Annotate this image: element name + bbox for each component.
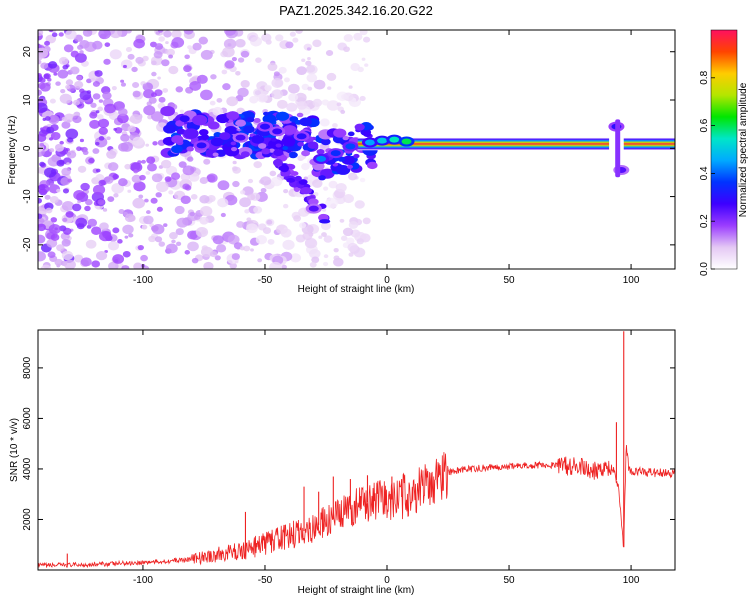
spectrogram-feature	[305, 203, 322, 214]
colorbar-tick-label: 0.4	[699, 166, 710, 180]
tone-line-segment	[623, 137, 675, 151]
x-tick-label: -100	[133, 275, 153, 286]
spectrogram-feature	[398, 136, 415, 147]
x-tick-label: 50	[503, 575, 515, 586]
y-tick-label: 10	[22, 94, 33, 106]
colorbar: 0.0 0.2 0.4 0.6 0.8 Normalized spectral ampl…	[699, 29, 749, 276]
spectrogram-feature	[232, 132, 249, 143]
y-tick-label: 20	[22, 46, 33, 58]
snr-frame	[37, 329, 676, 571]
spectrogram-feature	[269, 126, 286, 137]
y-tick-label: -20	[22, 237, 33, 252]
colorbar-frame	[710, 29, 738, 270]
y-tick-label: -10	[22, 189, 33, 204]
spectrogram-feature	[193, 140, 210, 151]
x-tick-label: 0	[384, 275, 390, 286]
snr-plot-area	[38, 330, 675, 570]
spectrogram-feature	[342, 141, 359, 152]
x-tick-label: -100	[133, 575, 153, 586]
spectrogram-feature	[386, 134, 403, 145]
colorbar-tick-label: 0.8	[699, 70, 710, 84]
spectrogram-feature	[313, 153, 330, 164]
spectrogram-feature	[327, 148, 344, 159]
colorbar-tick-label: 0.2	[699, 214, 710, 228]
spectrogram-feature	[361, 137, 378, 148]
spectrogram-feature	[374, 135, 391, 146]
snr-series-line	[38, 444, 675, 569]
colorbar-tick-label: 0.0	[699, 262, 710, 276]
spectrogram-feature	[256, 121, 273, 132]
colorbar-label: Normalized spectral amplitude	[738, 82, 749, 217]
spectrogram-x-axis-label: Height of straight line (km)	[298, 284, 415, 295]
y-tick-label: 8000	[22, 356, 33, 379]
figure-title: PAZ1.2025.342.16.20.G22	[279, 3, 433, 18]
colorbar-gradient	[711, 30, 737, 269]
spectrogram-feature	[293, 131, 310, 142]
y-tick-label: 2000	[22, 508, 33, 531]
snr-line-layer	[38, 331, 675, 569]
gap-streak	[615, 119, 621, 178]
colorbar-tick-label: 0.6	[699, 118, 710, 132]
x-tick-label: 100	[623, 275, 640, 286]
snr-y-axis-label: SNR (10 * v/v)	[9, 418, 20, 482]
spectrogram-y-axis-label: Frequency (Hz)	[7, 116, 18, 185]
x-tick-label: 100	[623, 575, 640, 586]
y-tick-label: 6000	[22, 407, 33, 430]
colorbar-ticks: 0.0 0.2 0.4 0.6 0.8	[699, 70, 715, 276]
snr-x-axis-label: Height of straight line (km)	[298, 585, 415, 596]
spectrogram-frame	[37, 29, 676, 270]
y-tick-label: 0	[22, 145, 33, 151]
spectrogram-heatmap	[38, 30, 675, 269]
y-tick-label: 4000	[22, 457, 33, 480]
snr-panel: -100 -50 0 50 100 2000 4000 6000 8000 Height of …	[9, 329, 676, 596]
tone-line-segment	[357, 137, 610, 151]
x-tick-label: 0	[384, 575, 390, 586]
x-tick-label: -50	[258, 575, 273, 586]
x-tick-label: -50	[258, 275, 273, 286]
x-tick-label: 50	[503, 275, 515, 286]
snr-axes: -100 -50 0 50 100 2000 4000 6000 8000	[22, 330, 675, 586]
spectrogram-noise	[38, 30, 378, 269]
